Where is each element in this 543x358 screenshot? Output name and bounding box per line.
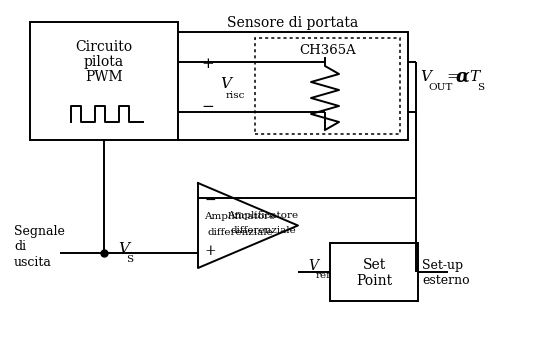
Text: +: +	[204, 244, 216, 258]
Text: Sensore di portata: Sensore di portata	[228, 16, 358, 30]
Text: V: V	[308, 259, 318, 273]
Text: pilota: pilota	[84, 55, 124, 69]
Text: −: −	[201, 100, 214, 114]
Text: Amplificatore: Amplificatore	[228, 211, 299, 220]
Text: Point: Point	[356, 274, 392, 288]
Text: V: V	[420, 70, 431, 84]
Text: −: −	[204, 193, 216, 207]
Text: S: S	[126, 255, 133, 263]
Text: V: V	[220, 77, 231, 91]
Text: S: S	[477, 82, 484, 92]
Text: OUT: OUT	[428, 82, 452, 92]
Text: risc: risc	[225, 91, 245, 100]
Text: differenziale: differenziale	[230, 226, 296, 235]
Text: differenziale: differenziale	[207, 228, 273, 237]
Text: PWM: PWM	[85, 70, 123, 84]
Text: uscita: uscita	[14, 256, 52, 268]
Text: =: =	[446, 70, 459, 84]
Text: Amplificatore: Amplificatore	[204, 212, 275, 221]
Text: esterno: esterno	[422, 275, 470, 287]
Text: +: +	[201, 57, 214, 71]
Bar	[255, 38, 400, 134]
Text: ref: ref	[316, 271, 331, 280]
Text: di: di	[14, 241, 26, 253]
Text: T: T	[469, 70, 479, 84]
Text: α: α	[456, 68, 470, 86]
Bar	[30, 22, 178, 140]
Text: Circuito: Circuito	[75, 40, 132, 54]
Bar	[330, 243, 418, 301]
Text: Segnale: Segnale	[14, 226, 65, 238]
Text: Set: Set	[362, 258, 386, 272]
Text: CH365A: CH365A	[299, 44, 356, 57]
Bar	[178, 32, 408, 140]
Text: V: V	[118, 242, 129, 256]
Text: Set-up: Set-up	[422, 258, 463, 271]
